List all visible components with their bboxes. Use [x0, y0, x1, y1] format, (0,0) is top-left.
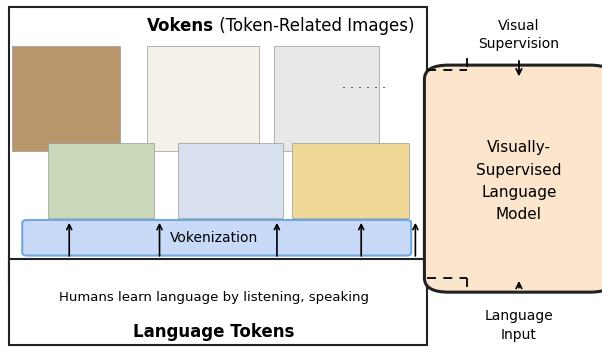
- Text: (Token-Related Images): (Token-Related Images): [214, 17, 414, 36]
- Text: Humans learn language by listening, speaking: Humans learn language by listening, spea…: [59, 291, 368, 304]
- Text: Vokenization: Vokenization: [170, 231, 258, 245]
- Text: Vokens: Vokens: [147, 17, 214, 36]
- FancyBboxPatch shape: [9, 7, 427, 283]
- Text: . . . . . .: . . . . . .: [342, 78, 386, 91]
- Text: Language Tokens: Language Tokens: [133, 322, 294, 341]
- Text: Visual
Supervision: Visual Supervision: [479, 19, 559, 51]
- Text: Language
Input: Language Input: [485, 309, 553, 342]
- FancyBboxPatch shape: [292, 143, 409, 218]
- FancyBboxPatch shape: [9, 259, 427, 345]
- FancyBboxPatch shape: [274, 46, 379, 151]
- FancyBboxPatch shape: [147, 46, 259, 151]
- FancyBboxPatch shape: [22, 220, 411, 256]
- FancyBboxPatch shape: [178, 143, 283, 218]
- Text: Visually-
Supervised
Language
Model: Visually- Supervised Language Model: [476, 140, 562, 222]
- FancyBboxPatch shape: [48, 143, 154, 218]
- FancyBboxPatch shape: [424, 65, 602, 292]
- FancyBboxPatch shape: [12, 46, 120, 151]
